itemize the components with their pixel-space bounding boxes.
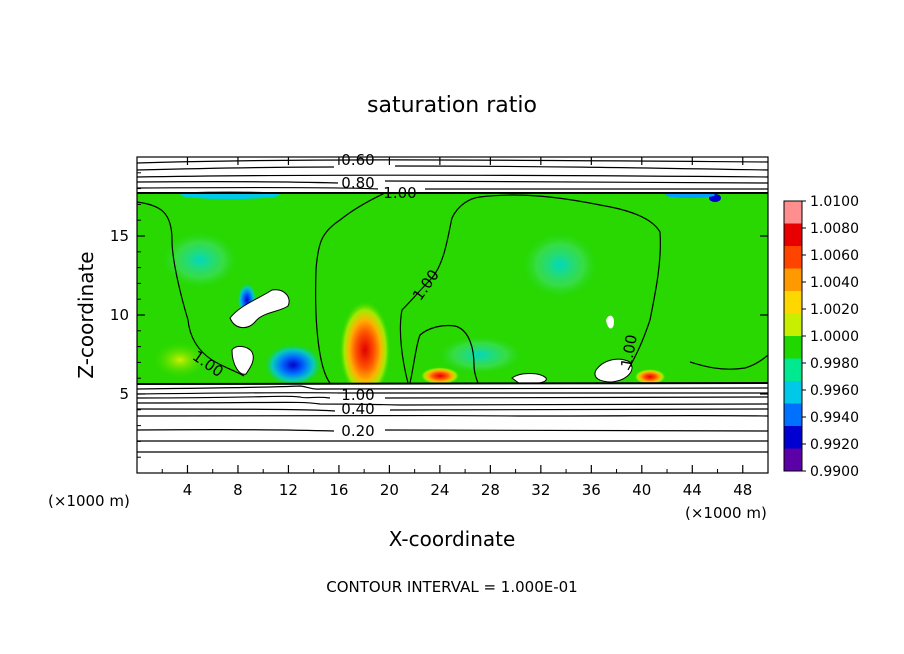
x-tick-label: 32 (531, 481, 550, 499)
colorbar-swatch (784, 381, 802, 404)
x-unit-label: (×1000 m) (685, 504, 767, 522)
colorbar-label: 1.0000 (810, 329, 859, 345)
colorbar-swatch (784, 358, 802, 382)
colorbar-label: 1.0060 (810, 248, 859, 264)
y-tick-label: 10 (110, 306, 129, 324)
high-saturation-region (339, 295, 391, 395)
colorbar-label: 1.0100 (810, 194, 859, 210)
x-axis-ticks: 4 8 12 16 20 24 28 32 36 40 44 48 (161, 157, 752, 499)
contour-label: 0.60 (341, 151, 374, 169)
colorbar-swatch (784, 246, 802, 269)
z-unit-label: (×1000 m) (48, 492, 130, 510)
x-tick-label: 12 (279, 481, 298, 499)
colorbar-swatch (784, 448, 802, 472)
x-tick-label: 36 (582, 481, 601, 499)
contour-label: 0.80 (341, 174, 374, 192)
y-tick-label: 5 (119, 385, 129, 403)
colorbar-swatch (784, 223, 802, 247)
colorbar-swatch (784, 336, 802, 359)
colorbar-swatch (784, 201, 802, 224)
colorbar-label: 1.0080 (810, 221, 859, 237)
colorbar-label: 0.9920 (810, 437, 859, 453)
x-tick-label: 44 (683, 481, 702, 499)
colorbar: 1.0100 1.0080 1.0060 1.0040 1.0020 1.0000 0.99… (783, 194, 859, 480)
x-tick-label: 8 (233, 481, 243, 499)
x-tick-label: 28 (481, 481, 500, 499)
y-axis-ticks: 5 10 15 (110, 172, 768, 458)
plot-area (137, 157, 768, 473)
colorbar-swatch (784, 403, 802, 427)
low-saturation-region (263, 343, 323, 387)
contour-label: 1.00 (383, 184, 416, 202)
colorbar-label: 0.9980 (810, 356, 859, 372)
x-tick-label: 48 (733, 481, 752, 499)
colorbar-swatch (784, 291, 802, 314)
x-tick-label: 16 (329, 481, 348, 499)
colorbar-label: 0.9960 (810, 383, 859, 399)
colorbar-swatch (784, 268, 802, 292)
x-tick-label: 4 (183, 481, 193, 499)
contour-label: 1.00 (341, 386, 374, 404)
dry-patch (229, 289, 290, 328)
chart-title: saturation ratio (367, 93, 537, 118)
colorbar-label: 0.9900 (810, 464, 859, 480)
contour-label: 0.20 (341, 422, 374, 440)
colorbar-swatch (784, 313, 802, 337)
x-tick-label: 24 (430, 481, 449, 499)
y-axis-label: Z-coordinate (74, 251, 98, 378)
colorbar-label: 1.0040 (810, 275, 859, 291)
colorbar-label: 0.9940 (810, 410, 859, 426)
contour-interval-note: CONTOUR INTERVAL = 1.000E-01 (326, 578, 577, 596)
contour-label: 0.40 (341, 400, 374, 418)
x-axis-label: X-coordinate (389, 527, 516, 551)
contour-label: 1.00 (617, 333, 641, 369)
x-tick-label: 40 (632, 481, 651, 499)
x-tick-label: 20 (380, 481, 399, 499)
colorbar-swatch (784, 426, 802, 449)
y-tick-label: 15 (110, 227, 129, 245)
colorbar-label: 1.0020 (810, 302, 859, 318)
